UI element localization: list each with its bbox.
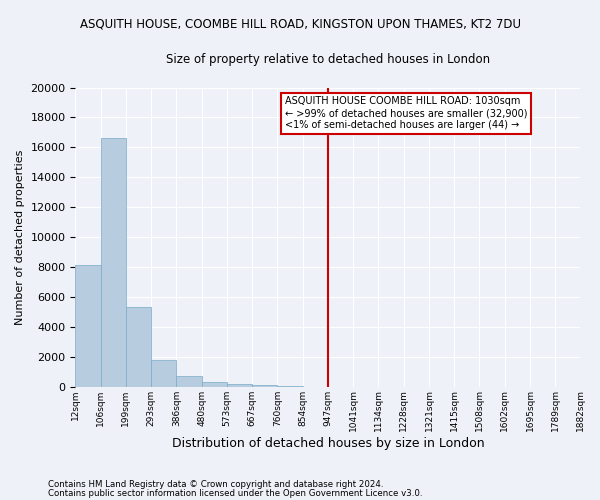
Bar [176,376,202,386]
Bar [126,308,151,386]
Bar [252,385,277,386]
Bar [151,360,176,386]
X-axis label: Distribution of detached houses by size in London: Distribution of detached houses by size … [172,437,484,450]
Text: ASQUITH HOUSE COOMBE HILL ROAD: 1030sqm
← >99% of detached houses are smaller (3: ASQUITH HOUSE COOMBE HILL ROAD: 1030sqm … [285,96,527,130]
Text: Contains HM Land Registry data © Crown copyright and database right 2024.: Contains HM Land Registry data © Crown c… [48,480,383,489]
Bar [76,266,101,386]
Bar [202,382,227,386]
Bar [227,384,252,386]
Bar [101,138,126,386]
Text: Contains public sector information licensed under the Open Government Licence v3: Contains public sector information licen… [48,488,422,498]
Text: ASQUITH HOUSE, COOMBE HILL ROAD, KINGSTON UPON THAMES, KT2 7DU: ASQUITH HOUSE, COOMBE HILL ROAD, KINGSTO… [79,18,521,30]
Y-axis label: Number of detached properties: Number of detached properties [15,150,25,324]
Title: Size of property relative to detached houses in London: Size of property relative to detached ho… [166,52,490,66]
